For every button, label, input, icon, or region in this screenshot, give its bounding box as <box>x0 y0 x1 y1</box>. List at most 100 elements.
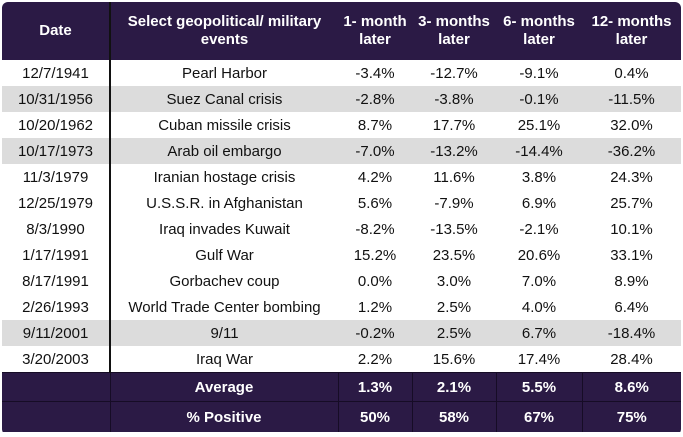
return-cell: 25.7% <box>610 194 653 212</box>
event-cell: World Trade Center bombing <box>128 298 321 316</box>
return-cell: 10.1% <box>610 220 653 238</box>
table-row: 9/11/2001 9/11 -0.2% 2.5% 6.7% -18.4% <box>2 320 681 346</box>
return-cell: -12.7% <box>430 64 478 82</box>
table-row: 11/3/1979 Iranian hostage crisis 4.2% 11.6%… <box>2 164 681 190</box>
event-cell: U.S.S.R. in Afghanistan <box>146 194 303 212</box>
return-cell: 4.2% <box>357 168 393 186</box>
return-cell: -7.0% <box>338 138 412 164</box>
return-cell: 25.1% <box>517 116 561 134</box>
summary-value: 2.1% <box>411 372 496 402</box>
return-cell: -13.2% <box>412 138 496 164</box>
return-cell: -0.1% <box>496 86 582 112</box>
event-cell: Gorbachev coup <box>169 272 280 290</box>
empty-cell <box>2 401 110 432</box>
date-cell: 12/25/1979 <box>2 190 111 216</box>
return-cell: 28.4% <box>610 350 653 368</box>
return-cell: -14.4% <box>496 138 582 164</box>
return-cell: 6.9% <box>521 194 557 212</box>
return-cell: 3.8% <box>521 168 557 186</box>
column-header-1-month: 1- month later <box>338 2 412 60</box>
event-cell: Cuban missile crisis <box>158 116 291 134</box>
return-cell: 17.4% <box>517 350 561 368</box>
event-cell: Arab oil embargo <box>110 138 338 164</box>
table-row: 3/20/2003 Iraq War 2.2% 15.6% 17.4% 28.4% <box>2 346 681 373</box>
return-cell: 23.5% <box>432 246 476 264</box>
event-cell: Iraq invades Kuwait <box>159 220 290 238</box>
return-cell: 24.3% <box>610 168 653 186</box>
return-cell: 2.5% <box>412 320 496 346</box>
return-cell: 6.4% <box>614 298 649 316</box>
table-row: 12/7/1941 Pearl Harbor -3.4% -12.7% -9.1% 0.4… <box>2 60 681 86</box>
column-header-3-months: 3- months later <box>412 2 496 60</box>
return-cell: 20.6% <box>517 246 561 264</box>
summary-label: Average <box>109 372 338 402</box>
summary-row: Average 1.3% 2.1% 5.5% 8.6% <box>2 372 681 402</box>
return-cell: 2.2% <box>357 350 393 368</box>
return-cell: -36.2% <box>582 138 681 164</box>
date-cell: 8/3/1990 <box>2 216 111 242</box>
return-cell: 11.6% <box>433 168 475 186</box>
return-cell: 1.2% <box>357 298 393 316</box>
summary-value: 1.3% <box>337 372 412 402</box>
table-row: 12/25/1979 U.S.S.R. in Afghanistan 5.6% -7.… <box>2 190 681 216</box>
return-cell: -8.2% <box>355 220 395 238</box>
return-cell: -0.2% <box>338 320 412 346</box>
summary-row: % Positive 50% 58% 67% 75% <box>2 401 681 432</box>
summary-value: 67% <box>495 401 582 432</box>
event-cell: 9/11 <box>110 320 338 346</box>
return-cell: 32.0% <box>610 116 653 134</box>
return-cell: -2.1% <box>519 220 559 238</box>
return-cell: 15.2% <box>353 246 397 264</box>
summary-value: 58% <box>411 401 496 432</box>
column-header-12-months: 12- months later <box>582 2 681 60</box>
table-row: 8/3/1990 Iraq invades Kuwait -8.2% -13.5% -2… <box>2 216 681 242</box>
return-cell: -18.4% <box>582 320 681 346</box>
return-cell: -3.8% <box>412 86 496 112</box>
return-cell: 5.6% <box>357 194 393 212</box>
table-row: 10/20/1962 Cuban missile crisis 8.7% 17.7% 2… <box>2 112 681 138</box>
return-cell: -9.1% <box>519 64 559 82</box>
date-cell: 11/3/1979 <box>2 164 111 190</box>
date-cell: 8/17/1991 <box>2 268 111 294</box>
event-cell: Iranian hostage crisis <box>153 168 296 186</box>
return-cell: -7.9% <box>434 194 474 212</box>
table-row: 10/31/1956 Suez Canal crisis -2.8% -3.8% -0.… <box>2 86 681 112</box>
return-cell: -2.8% <box>338 86 412 112</box>
event-cell: Pearl Harbor <box>181 64 268 82</box>
return-cell: -11.5% <box>582 86 681 112</box>
date-cell: 2/26/1993 <box>2 294 111 320</box>
event-cell: Gulf War <box>195 246 254 264</box>
return-cell: 15.6% <box>432 350 476 368</box>
date-cell: 10/31/1956 <box>2 86 111 112</box>
table-row: 10/17/1973 Arab oil embargo -7.0% -13.2% -14… <box>2 138 681 164</box>
summary-value: 50% <box>337 401 412 432</box>
date-cell: 10/17/1973 <box>2 138 111 164</box>
return-cell: 4.0% <box>521 298 557 316</box>
empty-cell <box>2 372 110 402</box>
event-cell: Suez Canal crisis <box>110 86 338 112</box>
return-cell: 8.7% <box>357 116 393 134</box>
header-row: Date Select geopolitical/ military event… <box>2 2 681 60</box>
table-row: 2/26/1993 World Trade Center bombing 1.2% 2… <box>2 294 681 320</box>
summary-value: 75% <box>581 401 681 432</box>
column-header-date: Date <box>2 2 111 60</box>
date-cell: 3/20/2003 <box>2 346 111 373</box>
return-cell: -3.4% <box>355 64 395 82</box>
return-cell: 8.9% <box>614 272 649 290</box>
return-cell: 7.0% <box>521 272 557 290</box>
return-cell: -13.5% <box>430 220 478 238</box>
column-header-6-months: 6- months later <box>496 2 582 60</box>
date-cell: 12/7/1941 <box>2 60 111 86</box>
return-cell: 2.5% <box>436 298 472 316</box>
date-cell: 10/20/1962 <box>2 112 111 138</box>
return-cell: 17.7% <box>432 116 476 134</box>
date-cell: 1/17/1991 <box>2 242 111 268</box>
summary-value: 8.6% <box>581 372 681 402</box>
summary-label: % Positive <box>109 401 338 432</box>
column-header-event: Select geopolitical/ military events <box>110 2 338 60</box>
date-cell: 9/11/2001 <box>2 320 111 346</box>
summary-value: 5.5% <box>495 372 582 402</box>
return-cell: 6.7% <box>496 320 582 346</box>
table-row: 1/17/1991 Gulf War 15.2% 23.5% 20.6% 33.1% <box>2 242 681 268</box>
